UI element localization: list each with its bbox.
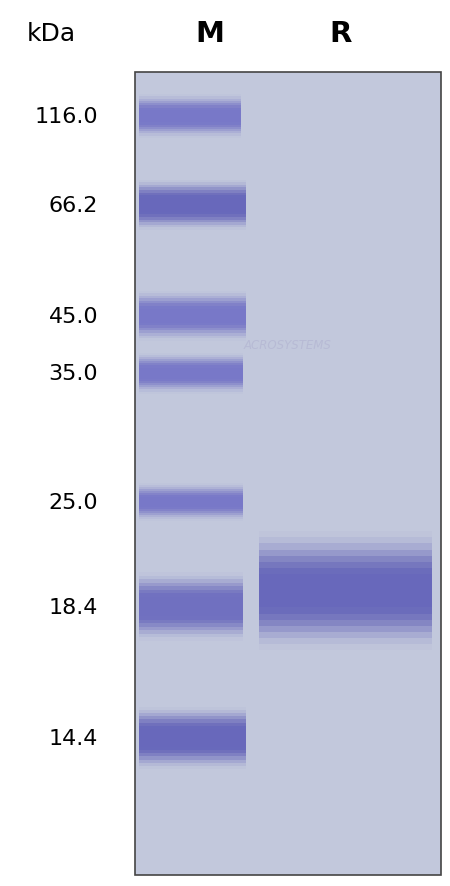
Bar [139,183,246,228]
Text: 18.4: 18.4 [49,597,98,617]
Text: 66.2: 66.2 [49,196,98,215]
Text: R: R [329,19,351,48]
Bar [139,104,241,130]
Bar [259,574,432,608]
Bar [139,97,241,136]
Bar [139,729,246,747]
Text: 45.0: 45.0 [49,307,98,326]
Bar [139,590,243,624]
Text: 35.0: 35.0 [49,364,98,384]
Bar [259,556,432,626]
Bar [139,594,243,620]
Bar [139,297,246,336]
Bar [139,196,246,215]
Bar [139,361,243,386]
Bar [139,579,243,634]
Bar [139,304,246,329]
Bar [139,355,243,392]
Bar [139,309,246,323]
Bar [139,188,246,223]
Bar [139,299,246,334]
Bar [139,719,246,757]
Bar [259,568,432,614]
Text: 14.4: 14.4 [49,728,98,748]
Text: 25.0: 25.0 [49,493,98,512]
Bar [139,198,246,213]
Bar [139,717,246,759]
Bar [139,111,241,123]
Bar [139,102,241,132]
Bar [139,99,241,135]
Bar [139,190,246,221]
Bar [139,495,243,509]
Text: kDa: kDa [27,21,76,46]
Bar [139,181,246,230]
Bar [139,108,241,126]
Bar [139,294,246,338]
Bar [139,484,243,521]
Bar [135,73,441,875]
Bar [139,726,246,750]
Bar [139,597,243,617]
Bar [139,494,243,511]
Bar [139,301,246,331]
Bar [139,710,246,766]
Text: ACROSYSTEMS: ACROSYSTEMS [244,339,332,352]
Bar [139,583,243,631]
Bar [259,562,432,620]
Bar [139,572,243,641]
Bar [139,360,243,388]
Bar [139,95,241,139]
Bar [139,366,243,382]
Bar [139,193,246,218]
Text: 116.0: 116.0 [35,107,98,127]
Bar [259,538,432,644]
Bar [139,713,246,763]
Bar [259,550,432,632]
Bar [139,486,243,519]
Bar [139,106,241,128]
Bar [139,354,243,394]
Bar [259,544,432,638]
Text: M: M [196,19,225,48]
Bar [139,307,246,326]
Bar [139,487,243,517]
Bar [139,587,243,627]
Bar [139,291,246,341]
Bar [139,492,243,513]
Bar [139,723,246,753]
Bar [259,532,432,650]
Bar [139,497,243,508]
Bar [139,368,243,379]
Bar [139,358,243,390]
Bar [139,364,243,384]
Bar [139,707,246,769]
Bar [139,186,246,225]
Bar [139,489,243,516]
Bar [139,576,243,638]
